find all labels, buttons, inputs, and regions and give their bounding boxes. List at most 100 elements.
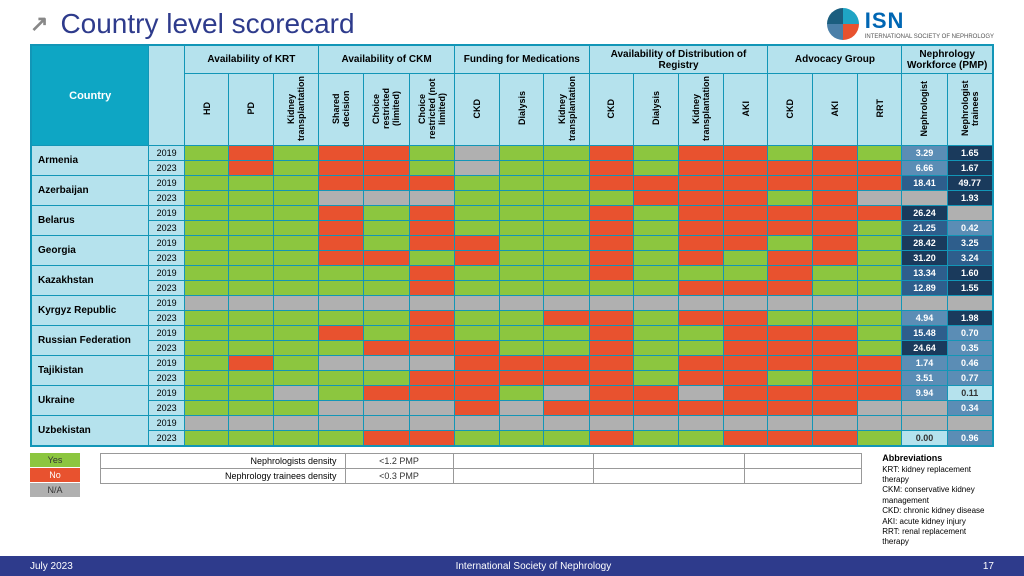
status-cell (723, 386, 768, 401)
workforce-cell: 28.42 (902, 236, 947, 251)
status-cell (229, 416, 274, 431)
status-cell (634, 281, 679, 296)
status-cell (184, 401, 229, 416)
workforce-cell: 0.11 (947, 386, 992, 401)
status-cell (455, 281, 500, 296)
footer-page: 17 (983, 561, 994, 572)
status-cell (857, 176, 902, 191)
status-cell (229, 176, 274, 191)
status-cell (319, 161, 364, 176)
sub-header: Dialysis (499, 74, 544, 146)
status-cell (589, 161, 634, 176)
country-cell: Georgia (32, 236, 149, 266)
sub-header: Kidney transplantation (544, 74, 589, 146)
status-cell (364, 206, 410, 221)
status-cell (229, 281, 274, 296)
country-cell: Kyrgyz Republic (32, 296, 149, 326)
status-cell (273, 266, 318, 281)
status-cell (499, 296, 544, 311)
status-cell (499, 416, 544, 431)
status-cell (723, 161, 768, 176)
status-cell (544, 281, 589, 296)
workforce-cell (902, 401, 947, 416)
status-cell (678, 401, 723, 416)
status-cell (455, 326, 500, 341)
group-header: Funding for Medications (455, 46, 589, 74)
status-cell (589, 191, 634, 206)
status-cell (589, 431, 634, 446)
status-legend: Yes No N/A (30, 453, 80, 497)
status-cell (544, 386, 589, 401)
status-cell (813, 161, 858, 176)
status-cell (544, 356, 589, 371)
workforce-cell: 26.24 (902, 206, 947, 221)
status-cell (409, 371, 455, 386)
status-cell (768, 401, 813, 416)
status-cell (273, 311, 318, 326)
status-cell (678, 296, 723, 311)
logo-mark-icon (827, 8, 859, 40)
status-cell (319, 191, 364, 206)
status-cell (184, 236, 229, 251)
status-cell (634, 416, 679, 431)
status-cell (273, 371, 318, 386)
workforce-cell (902, 296, 947, 311)
status-cell (544, 341, 589, 356)
status-cell (455, 146, 500, 161)
status-cell (409, 176, 455, 191)
status-cell (364, 416, 410, 431)
status-cell (229, 386, 274, 401)
status-cell (273, 221, 318, 236)
status-cell (273, 206, 318, 221)
status-cell (499, 266, 544, 281)
status-cell (364, 371, 410, 386)
status-cell (544, 176, 589, 191)
legend-no: No (30, 468, 80, 482)
status-cell (634, 371, 679, 386)
status-cell (634, 341, 679, 356)
status-cell (455, 176, 500, 191)
status-cell (499, 326, 544, 341)
status-cell (589, 281, 634, 296)
status-cell (229, 371, 274, 386)
group-header: Availability of CKM (319, 46, 455, 74)
status-cell (634, 356, 679, 371)
status-cell (678, 326, 723, 341)
year-cell: 2019 (149, 146, 184, 161)
status-cell (319, 266, 364, 281)
status-cell (589, 251, 634, 266)
sub-header: CKD (768, 74, 813, 146)
status-cell (634, 221, 679, 236)
status-cell (589, 236, 634, 251)
status-cell (768, 416, 813, 431)
status-cell (768, 386, 813, 401)
status-cell (768, 176, 813, 191)
status-cell (499, 161, 544, 176)
header: ↗ Country level scorecard ISN INTERNATIO… (0, 0, 1024, 44)
country-cell: Tajikistan (32, 356, 149, 386)
status-cell (184, 281, 229, 296)
status-cell (857, 161, 902, 176)
status-cell (409, 191, 455, 206)
status-cell (499, 251, 544, 266)
status-cell (409, 356, 455, 371)
year-cell: 2023 (149, 371, 184, 386)
workforce-cell (947, 416, 992, 431)
status-cell (364, 401, 410, 416)
status-cell (768, 206, 813, 221)
status-cell (364, 191, 410, 206)
status-cell (589, 176, 634, 191)
year-cell: 2019 (149, 206, 184, 221)
status-cell (364, 266, 410, 281)
status-cell (589, 386, 634, 401)
status-cell (184, 251, 229, 266)
status-cell (678, 341, 723, 356)
country-cell: Kazakhstan (32, 266, 149, 296)
status-cell (544, 206, 589, 221)
status-cell (857, 431, 902, 446)
year-cell: 2023 (149, 311, 184, 326)
status-cell (813, 341, 858, 356)
status-cell (319, 371, 364, 386)
status-cell (768, 251, 813, 266)
status-cell (544, 371, 589, 386)
